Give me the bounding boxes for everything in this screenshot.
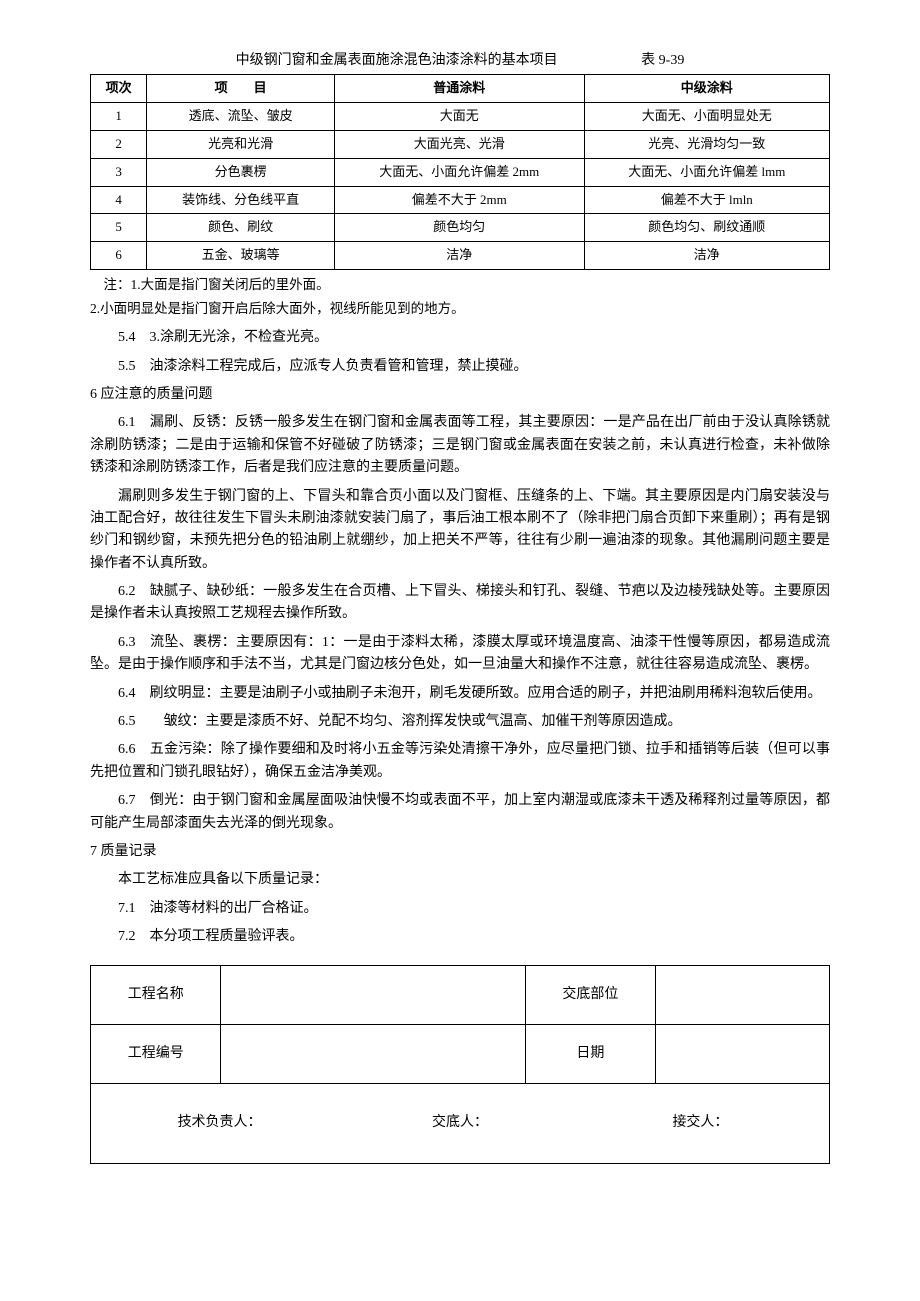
item-7-1: 7.1 油漆等材料的出厂合格证。 bbox=[90, 898, 830, 920]
t1r0c1: 透底、流坠、皱皮 bbox=[147, 103, 335, 131]
t1r2c3: 大面无、小面允许偏差 lmm bbox=[584, 158, 829, 186]
t2-project-no-label: 工程编号 bbox=[91, 1024, 221, 1083]
table1-header-row: 项次 项 目 普通涂料 中级涂料 bbox=[91, 75, 830, 103]
receiver-label: 接交人： bbox=[582, 1112, 819, 1134]
table-row: 技术负责人： 交底人： 接交人： bbox=[91, 1084, 830, 1163]
t1r2c0: 3 bbox=[91, 158, 147, 186]
table1-title-row: 中级钢门窗和金属表面施涂混色油漆涂料的基本项目 表 9-39 bbox=[90, 50, 830, 72]
t1r1c0: 2 bbox=[91, 130, 147, 158]
table2: 工程名称 交底部位 工程编号 日期 技术负责人： 交底人： 接交人： bbox=[90, 965, 830, 1164]
table-row: 4 装饰线、分色线平直 偏差不大于 2mm 偏差不大于 lmln bbox=[91, 186, 830, 214]
t1r1c3: 光亮、光滑均匀一致 bbox=[584, 130, 829, 158]
t1r2c2: 大面无、小面允许偏差 2mm bbox=[334, 158, 584, 186]
t1r3c3: 偏差不大于 lmln bbox=[584, 186, 829, 214]
note-1: 注：1.大面是指门窗关闭后的里外面。 bbox=[90, 274, 830, 296]
table1-h3: 中级涂料 bbox=[584, 75, 829, 103]
item-6-1b: 漏刷则多发生于钢门窗的上、下冒头和靠合页小面以及门窗框、压缝条的上、下端。其主要… bbox=[90, 486, 830, 576]
item-6-2: 6.2 缺腻子、缺砂纸：一般多发生在合页槽、上下冒头、梯接头和钉孔、裂缝、节疤以… bbox=[90, 581, 830, 626]
t1r3c2: 偏差不大于 2mm bbox=[334, 186, 584, 214]
disclosure-person-label: 交底人： bbox=[342, 1112, 579, 1134]
t2-project-no-value bbox=[221, 1024, 525, 1083]
item-7-0: 本工艺标准应具备以下质量记录： bbox=[90, 869, 830, 891]
item-5-5: 5.5 油漆涂料工程完成后，应派专人负责看管和管理，禁止摸碰。 bbox=[90, 356, 830, 378]
t1r5c3: 洁净 bbox=[584, 242, 829, 270]
t1r4c0: 5 bbox=[91, 214, 147, 242]
t2-date-value bbox=[656, 1024, 830, 1083]
note-2: 2.小面明显处是指门窗开启后除大面外，视线所能见到的地方。 bbox=[90, 298, 830, 320]
t2-date-label: 日期 bbox=[525, 1024, 655, 1083]
t2-project-name-value bbox=[221, 965, 525, 1024]
table1-h0: 项次 bbox=[91, 75, 147, 103]
t1r0c3: 大面无、小面明显处无 bbox=[584, 103, 829, 131]
signature-row: 技术负责人： 交底人： 接交人： bbox=[91, 1084, 830, 1163]
table-row: 3 分色裹楞 大面无、小面允许偏差 2mm 大面无、小面允许偏差 lmm bbox=[91, 158, 830, 186]
t1r3c1: 装饰线、分色线平直 bbox=[147, 186, 335, 214]
table1-h1: 项 目 bbox=[147, 75, 335, 103]
item-6-4: 6.4 刷纹明显：主要是油刷子小或抽刷子未泡开，刷毛发硬所致。应用合适的刷子，并… bbox=[90, 683, 830, 705]
table-row: 工程名称 交底部位 bbox=[91, 965, 830, 1024]
t2-disclosure-part-value bbox=[656, 965, 830, 1024]
table-row: 6 五金、玻璃等 洁净 洁净 bbox=[91, 242, 830, 270]
table1-title: 中级钢门窗和金属表面施涂混色油漆涂料的基本项目 bbox=[236, 50, 558, 72]
tech-lead-label: 技术负责人： bbox=[101, 1112, 338, 1134]
t1r5c0: 6 bbox=[91, 242, 147, 270]
t1r5c2: 洁净 bbox=[334, 242, 584, 270]
table-row: 1 透底、流坠、皱皮 大面无 大面无、小面明显处无 bbox=[91, 103, 830, 131]
t1r0c2: 大面无 bbox=[334, 103, 584, 131]
t1r2c1: 分色裹楞 bbox=[147, 158, 335, 186]
item-7-2: 7.2 本分项工程质量验评表。 bbox=[90, 926, 830, 948]
table-row: 5 颜色、刷纹 颜色均匀 颜色均匀、刷纹通顺 bbox=[91, 214, 830, 242]
item-6-7: 6.7 倒光：由于钢门窗和金属屋面吸油快慢不均或表面不平，加上室内潮湿或底漆未干… bbox=[90, 790, 830, 835]
t1r3c0: 4 bbox=[91, 186, 147, 214]
item-5-4: 5.4 3.涂刷无光涂，不检查光亮。 bbox=[90, 327, 830, 349]
heading-7: 7 质量记录 bbox=[90, 841, 830, 863]
t2-project-name-label: 工程名称 bbox=[91, 965, 221, 1024]
item-6-5: 6.5 皱纹：主要是漆质不好、兑配不均匀、溶剂挥发快或气温高、加催干剂等原因造成… bbox=[90, 711, 830, 733]
item-6-3: 6.3 流坠、裹楞：主要原因有：1：一是由于漆料太稀，漆膜太厚或环境温度高、油漆… bbox=[90, 632, 830, 677]
table1: 项次 项 目 普通涂料 中级涂料 1 透底、流坠、皱皮 大面无 大面无、小面明显… bbox=[90, 74, 830, 270]
table1-h2: 普通涂料 bbox=[334, 75, 584, 103]
t1r1c1: 光亮和光滑 bbox=[147, 130, 335, 158]
t1r4c1: 颜色、刷纹 bbox=[147, 214, 335, 242]
table-row: 工程编号 日期 bbox=[91, 1024, 830, 1083]
t1r0c0: 1 bbox=[91, 103, 147, 131]
table-row: 2 光亮和光滑 大面光亮、光滑 光亮、光滑均匀一致 bbox=[91, 130, 830, 158]
t1r4c3: 颜色均匀、刷纹通顺 bbox=[584, 214, 829, 242]
t1r5c1: 五金、玻璃等 bbox=[147, 242, 335, 270]
heading-6: 6 应注意的质量问题 bbox=[90, 384, 830, 406]
item-6-1: 6.1 漏刷、反锈：反锈一般多发生在钢门窗和金属表面等工程，其主要原因：一是产品… bbox=[90, 412, 830, 479]
table1-number: 表 9-39 bbox=[641, 50, 684, 72]
t1r4c2: 颜色均匀 bbox=[334, 214, 584, 242]
t1r1c2: 大面光亮、光滑 bbox=[334, 130, 584, 158]
item-6-6: 6.6 五金污染：除了操作要细和及时将小五金等污染处清擦干净外，应尽量把门锁、拉… bbox=[90, 739, 830, 784]
t2-disclosure-part-label: 交底部位 bbox=[525, 965, 655, 1024]
